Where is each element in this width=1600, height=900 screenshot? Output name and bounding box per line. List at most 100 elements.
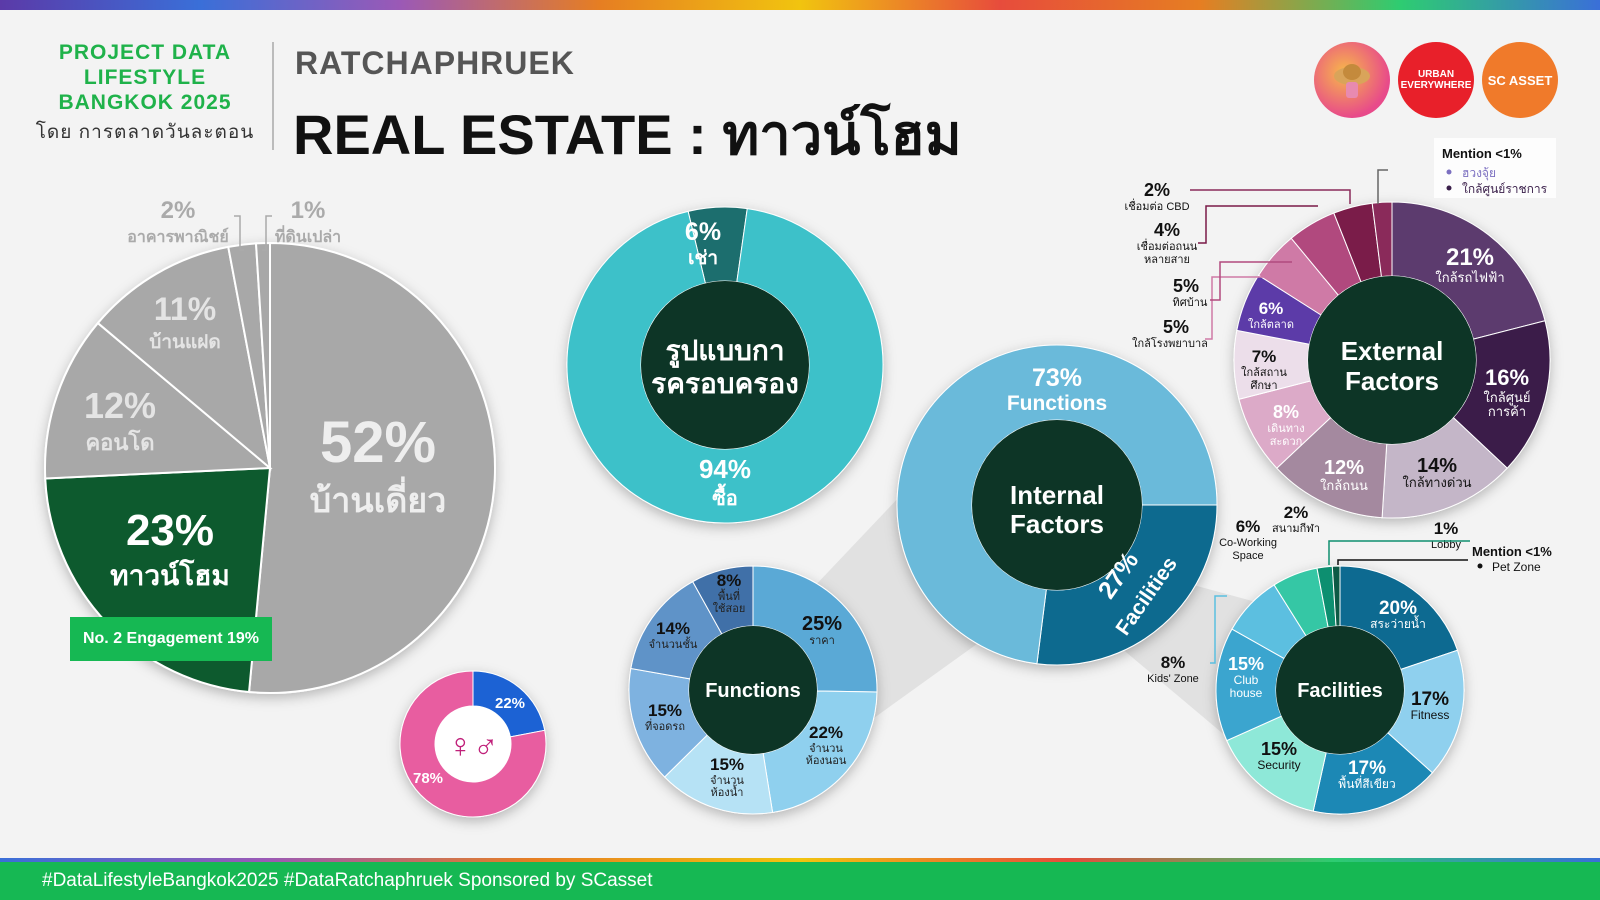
slice-value: 20% — [1379, 598, 1417, 619]
donut-title: Functions — [705, 680, 801, 702]
engagement-badge: No. 2 Engagement 19% — [70, 617, 272, 661]
donut-title: Factors — [1345, 366, 1439, 396]
slice-value: 52% — [320, 410, 436, 475]
slice-value: 15% — [710, 755, 744, 774]
slice-value: 73% — [1032, 364, 1082, 392]
leader-line — [1377, 169, 1388, 204]
donut-title: External — [1341, 336, 1444, 366]
header-divider — [272, 42, 274, 150]
slice-label: เชื่อมต่อถนน — [1137, 238, 1198, 253]
district-name: RATCHAPHRUEK — [295, 45, 575, 81]
leader-line — [262, 215, 272, 251]
bottom-gradient-bar — [0, 858, 1600, 862]
leader-line — [1205, 276, 1265, 340]
slice-value: 22% — [495, 695, 525, 712]
gender-icon: ♀♂ — [448, 727, 499, 765]
slice-label: ใช้สอย — [713, 602, 746, 615]
slice-label: Kids' Zone — [1147, 673, 1199, 685]
slice-value: 2% — [1144, 180, 1170, 200]
slice-label: ห้องน้ำ — [711, 784, 744, 799]
property-slice — [254, 241, 271, 469]
property-type-pie — [44, 241, 496, 694]
slice-label: ใกล้ศูนย์ — [1484, 390, 1531, 406]
slice-value: 78% — [413, 770, 443, 787]
leader-line — [1210, 261, 1292, 301]
slice-value: 6% — [685, 218, 721, 246]
top-gradient-bar — [0, 0, 1600, 10]
slice-value: 6% — [1259, 299, 1284, 318]
slice-value: 11% — [154, 291, 216, 327]
functions-center — [689, 626, 817, 754]
slice-value: 1% — [291, 197, 326, 224]
slice-label: ใกล้ทางด่วน — [1402, 475, 1471, 490]
leader-line — [234, 215, 244, 251]
slice-label: พื้นที่ — [718, 588, 740, 603]
slice-label: ราคา — [809, 635, 835, 647]
slice-label: บ้านแฝด — [149, 331, 220, 353]
urban-everywhere-label: URBAN EVERYWHERE — [1400, 69, 1472, 91]
slice-label: ทาวน์โฮม — [110, 558, 230, 591]
mention-item: ใกล้ศูนย์ราชการ — [1462, 182, 1548, 197]
slice-value: 6% — [1236, 517, 1261, 536]
leader-line — [1337, 559, 1468, 565]
slice-label: Lobby — [1431, 539, 1461, 551]
slice-label: สะดวก — [1270, 436, 1303, 448]
slice-label: Co-Working — [1219, 537, 1277, 549]
internal-factors-donut — [896, 344, 1218, 666]
slice-value: 5% — [1173, 276, 1199, 296]
slice-label: ใกล้รถไฟฟ้า — [1435, 270, 1504, 285]
donut-title: Factors — [1010, 509, 1104, 539]
internal-center — [972, 420, 1142, 590]
slice-value: 4% — [1154, 220, 1180, 240]
property-slice — [44, 321, 273, 480]
slice-value: 15% — [1261, 739, 1297, 759]
mention-box — [1434, 138, 1556, 198]
slice-value: 14% — [1417, 455, 1457, 477]
slice-value: 22% — [809, 723, 843, 742]
slice-value: 2% — [161, 197, 196, 224]
urban-everywhere-logo: URBAN EVERYWHERE — [1398, 42, 1474, 118]
slice-value: 17% — [1348, 758, 1386, 779]
slice-value: 8% — [1273, 402, 1299, 422]
slice-value: 12% — [1324, 457, 1364, 479]
leader-line — [1198, 205, 1318, 244]
leader-line — [1190, 189, 1351, 204]
property-slice — [96, 245, 272, 471]
slice-label: ใกล้ถนน — [1320, 478, 1368, 493]
leader-line — [1210, 595, 1227, 664]
slice-label: Space — [1232, 550, 1263, 562]
sc-asset-label: SC ASSET — [1487, 72, 1553, 88]
slice-label: จำนวน — [809, 743, 843, 755]
slice-value: 14% — [656, 619, 690, 638]
slice-value: 15% — [648, 701, 682, 720]
slice-label: Club — [1234, 673, 1259, 687]
chart-labels: 52%บ้านเดี่ยว 23%ทาวน์โฮม 12% คอนโด 11% บ้านแ… — [84, 138, 1556, 799]
slice-label: ที่ดินเปล่า — [275, 225, 341, 246]
mention-bullet — [1446, 185, 1452, 191]
mention-item: Pet Zone — [1492, 560, 1541, 574]
slice-label: house — [1230, 686, 1263, 700]
slice-label: ใกล้โรงพยาบาล — [1132, 336, 1208, 350]
slice-label: บ้านเดี่ยว — [310, 476, 447, 520]
slice-label: สระว่ายน้ำ — [1370, 615, 1426, 631]
slice-value: 1% — [1434, 519, 1459, 538]
slice-label: เช่า — [688, 248, 718, 269]
facilities-donut — [1215, 565, 1465, 815]
slice-label: Fitness — [1411, 708, 1450, 722]
slice-label: พื้นที่สีเขียว — [1338, 775, 1395, 791]
donut-title: Facilities — [1297, 680, 1383, 702]
brand-line-2: LIFESTYLE — [83, 66, 207, 89]
footer-bar: #DataLifestyleBangkok2025 #DataRatchaphr… — [0, 862, 1600, 900]
mention-item: ฮวงจุ้ย — [1462, 166, 1496, 181]
slice-value: 23% — [126, 506, 214, 555]
avatar — [1314, 42, 1390, 118]
hat-figure-icon — [1334, 64, 1370, 98]
gender-center — [435, 706, 511, 782]
slice-label: หลายสาย — [1144, 254, 1190, 266]
slice-label: Functions — [1007, 392, 1107, 415]
slice-label: เดินทาง — [1267, 423, 1304, 435]
mention-title: Mention <1% — [1442, 146, 1522, 161]
slice-label: การค้า — [1488, 404, 1526, 419]
slice-value: 8% — [1161, 653, 1186, 672]
